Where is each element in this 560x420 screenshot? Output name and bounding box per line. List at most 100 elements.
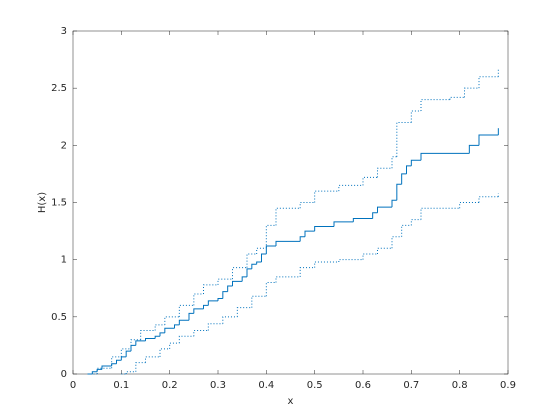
step bbox=[478, 134, 499, 146]
step bbox=[246, 268, 252, 277]
step bbox=[478, 196, 499, 203]
step bbox=[420, 152, 470, 161]
step bbox=[174, 324, 180, 329]
x-tick-label: 0.1 bbox=[113, 380, 129, 391]
step bbox=[275, 276, 301, 283]
step bbox=[135, 362, 146, 372]
y-tick-label: 1.5 bbox=[51, 198, 67, 209]
step bbox=[449, 96, 465, 100]
step bbox=[410, 219, 421, 226]
step bbox=[401, 224, 412, 237]
step bbox=[299, 267, 315, 277]
step bbox=[116, 359, 122, 364]
step bbox=[314, 226, 334, 232]
step bbox=[178, 335, 194, 344]
step bbox=[256, 261, 262, 265]
y-tick-label: 0.5 bbox=[51, 312, 67, 323]
step bbox=[377, 167, 392, 178]
step bbox=[338, 184, 363, 192]
step bbox=[251, 263, 257, 269]
step bbox=[377, 206, 392, 213]
step bbox=[372, 212, 378, 219]
step bbox=[125, 350, 131, 357]
step bbox=[468, 144, 479, 154]
step bbox=[377, 247, 392, 254]
step bbox=[304, 230, 315, 237]
step bbox=[91, 371, 98, 374]
step bbox=[193, 330, 209, 337]
step bbox=[406, 165, 412, 174]
step bbox=[420, 99, 450, 112]
step bbox=[227, 285, 233, 292]
step bbox=[396, 183, 402, 201]
step bbox=[207, 300, 218, 306]
step bbox=[410, 159, 421, 166]
step bbox=[251, 295, 267, 308]
step bbox=[130, 339, 141, 349]
step bbox=[111, 356, 122, 369]
step bbox=[145, 338, 156, 341]
x-tick-label: 0.6 bbox=[355, 380, 371, 391]
step bbox=[145, 356, 160, 363]
step bbox=[391, 199, 397, 208]
y-axis-label: H(x) bbox=[37, 192, 48, 213]
step bbox=[401, 173, 407, 185]
step bbox=[333, 221, 354, 227]
step bbox=[222, 291, 228, 299]
x-tick-label: 0.5 bbox=[307, 380, 323, 391]
x-tick-label: 0.7 bbox=[403, 380, 419, 391]
step bbox=[203, 284, 218, 294]
x-axis-label: x bbox=[288, 396, 294, 407]
x-tick-label: 0 bbox=[70, 380, 76, 391]
step bbox=[159, 332, 165, 337]
step bbox=[391, 156, 397, 169]
step bbox=[135, 340, 146, 346]
step bbox=[261, 253, 267, 262]
step bbox=[265, 245, 276, 254]
step bbox=[352, 218, 373, 222]
step bbox=[154, 335, 160, 339]
step bbox=[420, 207, 460, 220]
step bbox=[459, 202, 479, 209]
y-tick-label: 1 bbox=[61, 255, 67, 266]
step bbox=[314, 190, 339, 203]
x-tick-label: 0.8 bbox=[452, 380, 468, 391]
y-tick-label: 0 bbox=[61, 369, 67, 380]
step bbox=[188, 312, 194, 321]
plot-area bbox=[72, 30, 509, 375]
y-tick-label: 2 bbox=[61, 140, 67, 151]
step bbox=[464, 87, 479, 98]
x-tick-label: 0.3 bbox=[210, 380, 226, 391]
step bbox=[410, 110, 421, 123]
x-tick-label: 0.2 bbox=[162, 380, 178, 391]
step bbox=[232, 267, 247, 280]
step bbox=[169, 342, 180, 349]
step bbox=[203, 304, 209, 309]
step bbox=[178, 319, 189, 325]
step bbox=[217, 278, 233, 285]
step bbox=[338, 259, 363, 262]
step bbox=[207, 323, 223, 331]
step bbox=[299, 236, 305, 242]
step bbox=[164, 327, 175, 333]
step bbox=[236, 307, 252, 317]
step bbox=[178, 304, 194, 317]
step bbox=[101, 365, 112, 370]
x-tick-label: 0.9 bbox=[500, 380, 516, 391]
step bbox=[314, 261, 339, 268]
step bbox=[193, 308, 204, 314]
step bbox=[275, 240, 301, 246]
step bbox=[362, 253, 378, 260]
y-tick-label: 3 bbox=[61, 26, 67, 37]
step bbox=[222, 316, 238, 324]
step bbox=[478, 76, 499, 89]
step bbox=[125, 371, 136, 374]
step bbox=[256, 247, 267, 254]
step bbox=[154, 324, 165, 331]
step bbox=[96, 367, 112, 374]
step bbox=[299, 202, 315, 209]
step bbox=[217, 298, 223, 301]
step bbox=[275, 207, 301, 226]
step bbox=[391, 236, 402, 249]
